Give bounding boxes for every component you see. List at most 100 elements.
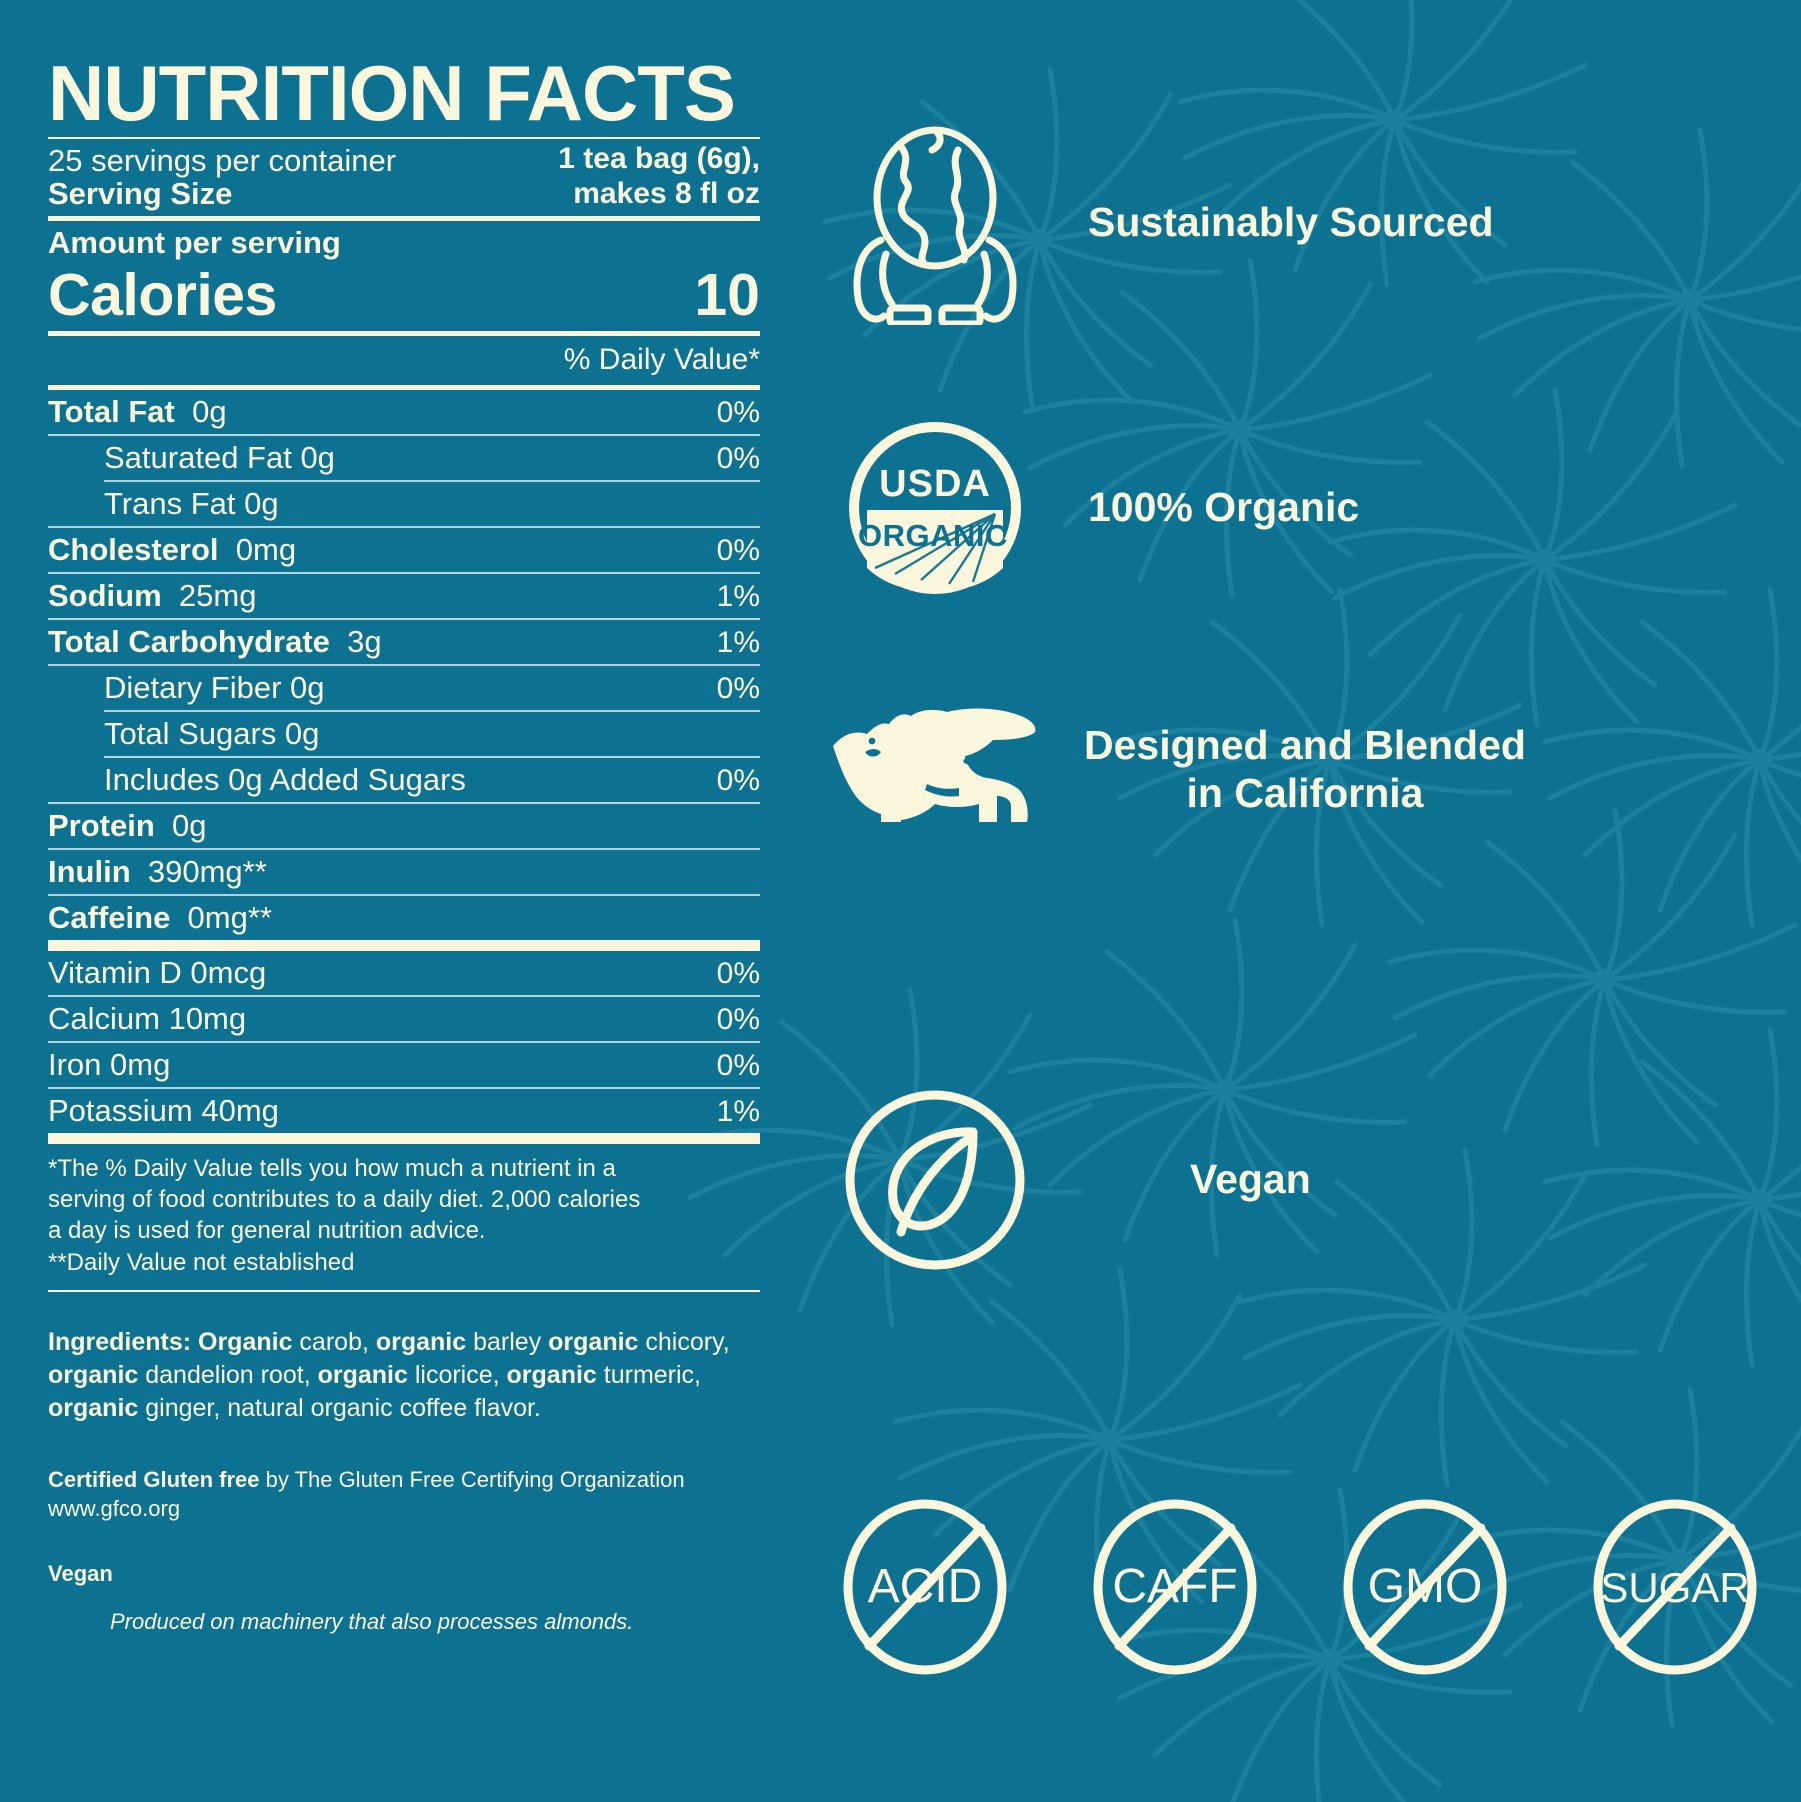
nutrient-row: Total Fat 0g 0% bbox=[48, 390, 760, 434]
nutrient-row: Caffeine 0mg** bbox=[48, 896, 760, 940]
nutrient-daily-value: 1% bbox=[716, 580, 760, 614]
nutrient-name: Sodium 25mg bbox=[48, 578, 257, 614]
serving-size-label: Serving Size bbox=[48, 176, 233, 212]
divider bbox=[48, 618, 760, 621]
divider bbox=[48, 526, 760, 529]
divider bbox=[48, 664, 760, 667]
nutrient-name: Saturated Fat 0g bbox=[104, 440, 335, 476]
nutrient-row: Total Sugars 0g bbox=[48, 712, 760, 756]
divider bbox=[48, 848, 760, 851]
divider bbox=[48, 1087, 760, 1090]
gluten-free-certification: Certified Gluten free by The Gluten Free… bbox=[48, 1451, 760, 1523]
calories-label: Calories bbox=[48, 262, 277, 329]
vitamin-daily-value: 0% bbox=[716, 1003, 760, 1037]
badge-label: Designed and Blended in California bbox=[1084, 722, 1526, 816]
nutrient-name: Inulin 390mg** bbox=[48, 854, 267, 890]
vitamin-daily-value: 0% bbox=[716, 957, 760, 991]
vitamin-rows: Vitamin D 0mcg 0% Calcium 10mg 0% Iron 0mg 0%… bbox=[48, 951, 760, 1133]
divider bbox=[104, 756, 760, 759]
divider bbox=[104, 480, 760, 483]
daily-value-header: % Daily Value* bbox=[563, 343, 760, 377]
gluten-free-url: www.gfco.org bbox=[48, 1495, 181, 1521]
vegan-text-label: Vegan bbox=[48, 1560, 113, 1586]
nutrient-name: Protein 0g bbox=[48, 808, 207, 844]
nutrient-row: Sodium 25mg 1% bbox=[48, 574, 760, 618]
nutrient-row: Trans Fat 0g bbox=[48, 482, 760, 526]
calories-row: Calories 10 bbox=[48, 261, 760, 331]
vitamin-row: Iron 0mg 0% bbox=[48, 1043, 760, 1087]
badge-label: 100% Organic bbox=[1088, 484, 1360, 531]
nutrient-row: Dietary Fiber 0g 0% bbox=[48, 666, 760, 710]
leaf-circle-icon bbox=[830, 1080, 1040, 1280]
no-gmo-icon: GMO bbox=[1300, 1498, 1550, 1676]
divider bbox=[48, 434, 760, 437]
nutrient-rows: Total Fat 0g 0% Saturated Fat 0g 0% Trans Fa… bbox=[48, 390, 760, 940]
vitamin-daily-value: 1% bbox=[716, 1095, 760, 1129]
nutrient-daily-value: 0% bbox=[716, 672, 760, 706]
divider bbox=[104, 710, 760, 713]
nutrient-row: Protein 0g bbox=[48, 804, 760, 848]
badge-usda-organic: USDA ORGANIC 100% Organic bbox=[830, 418, 1730, 598]
nutrient-name: Trans Fat 0g bbox=[104, 486, 279, 522]
divider bbox=[48, 385, 760, 391]
nutrient-name: Cholesterol 0mg bbox=[48, 532, 297, 568]
nutrient-row: Includes 0g Added Sugars 0% bbox=[48, 758, 760, 802]
divider bbox=[48, 894, 760, 897]
serving-size-value: 1 tea bag (6g), makes 8 fl oz bbox=[558, 141, 760, 210]
nutrient-name: Dietary Fiber 0g bbox=[104, 670, 325, 706]
divider bbox=[48, 940, 760, 952]
nutrient-name: Includes 0g Added Sugars bbox=[104, 762, 466, 798]
badge-label: Sustainably Sourced bbox=[1088, 198, 1494, 245]
gluten-free-rest: by The Gluten Free Certifying Organizati… bbox=[259, 1466, 685, 1492]
badge-california: Designed and Blended in California bbox=[810, 700, 1770, 840]
divider bbox=[48, 995, 760, 998]
divider bbox=[48, 1133, 760, 1145]
daily-value-footnote: *The % Daily Value tells you how much a … bbox=[48, 1155, 641, 1276]
vitamin-row: Calcium 10mg 0% bbox=[48, 997, 760, 1041]
vitamin-name: Vitamin D 0mcg bbox=[48, 955, 267, 991]
nutrient-row: Inulin 390mg** bbox=[48, 850, 760, 894]
badge-sustainably-sourced: Sustainably Sourced bbox=[830, 120, 1730, 325]
divider bbox=[48, 216, 760, 222]
divider bbox=[48, 331, 760, 337]
nutrient-daily-value: 0% bbox=[716, 442, 760, 476]
vitamin-name: Calcium 10mg bbox=[48, 1001, 247, 1037]
nutrient-row: Saturated Fat 0g 0% bbox=[48, 436, 760, 480]
nutrient-daily-value: 0% bbox=[716, 764, 760, 798]
nutrient-name: Total Sugars 0g bbox=[104, 716, 320, 752]
divider bbox=[48, 136, 760, 139]
nutrient-name: Total Fat 0g bbox=[48, 394, 227, 430]
vitamin-row: Vitamin D 0mcg 0% bbox=[48, 951, 760, 995]
free-from-badge-row: ACID CAFF GMO SUGAR bbox=[800, 1498, 1801, 1676]
vitamin-row: Potassium 40mg 1% bbox=[48, 1089, 760, 1133]
nutrient-daily-value: 0% bbox=[716, 534, 760, 568]
nutrient-row: Total Carbohydrate 3g 1% bbox=[48, 620, 760, 664]
vitamin-name: Iron 0mg bbox=[48, 1047, 171, 1083]
usda-seal-top-text: USDA bbox=[879, 463, 991, 505]
nutrient-daily-value: 1% bbox=[716, 626, 760, 660]
vitamin-name: Potassium 40mg bbox=[48, 1093, 279, 1129]
california-bear-icon bbox=[810, 700, 1050, 840]
usda-seal-bottom-text: ORGANIC bbox=[858, 518, 1008, 553]
ingredients-lead: Ingredients: Organic bbox=[48, 1327, 293, 1356]
ingredients-text: Ingredients: Organic carob, organic barl… bbox=[48, 1327, 730, 1423]
usda-organic-seal-icon: USDA ORGANIC bbox=[830, 418, 1040, 598]
amount-per-serving-label: Amount per serving bbox=[48, 225, 341, 261]
nutrient-row: Cholesterol 0mg 0% bbox=[48, 528, 760, 572]
no-sugar-icon: SUGAR bbox=[1550, 1498, 1800, 1676]
serving-info-block: 25 servings per container Serving Size 1… bbox=[48, 139, 760, 216]
no-acid-icon: ACID bbox=[800, 1498, 1050, 1676]
divider bbox=[48, 802, 760, 805]
servings-per-container: 25 servings per container bbox=[48, 142, 397, 178]
divider bbox=[48, 1041, 760, 1044]
nutrition-facts-panel: NUTRITION FACTS 25 servings per containe… bbox=[48, 49, 760, 1635]
no-caffeine-icon: CAFF bbox=[1050, 1498, 1300, 1676]
page-title: NUTRITION FACTS bbox=[48, 49, 736, 137]
nutrient-name: Caffeine 0mg** bbox=[48, 900, 272, 936]
gluten-free-bold: Certified Gluten free bbox=[48, 1466, 260, 1492]
nutrient-name: Total Carbohydrate 3g bbox=[48, 624, 382, 660]
divider bbox=[48, 1289, 760, 1292]
globe-in-hands-icon bbox=[830, 120, 1040, 325]
calories-value: 10 bbox=[694, 262, 760, 329]
